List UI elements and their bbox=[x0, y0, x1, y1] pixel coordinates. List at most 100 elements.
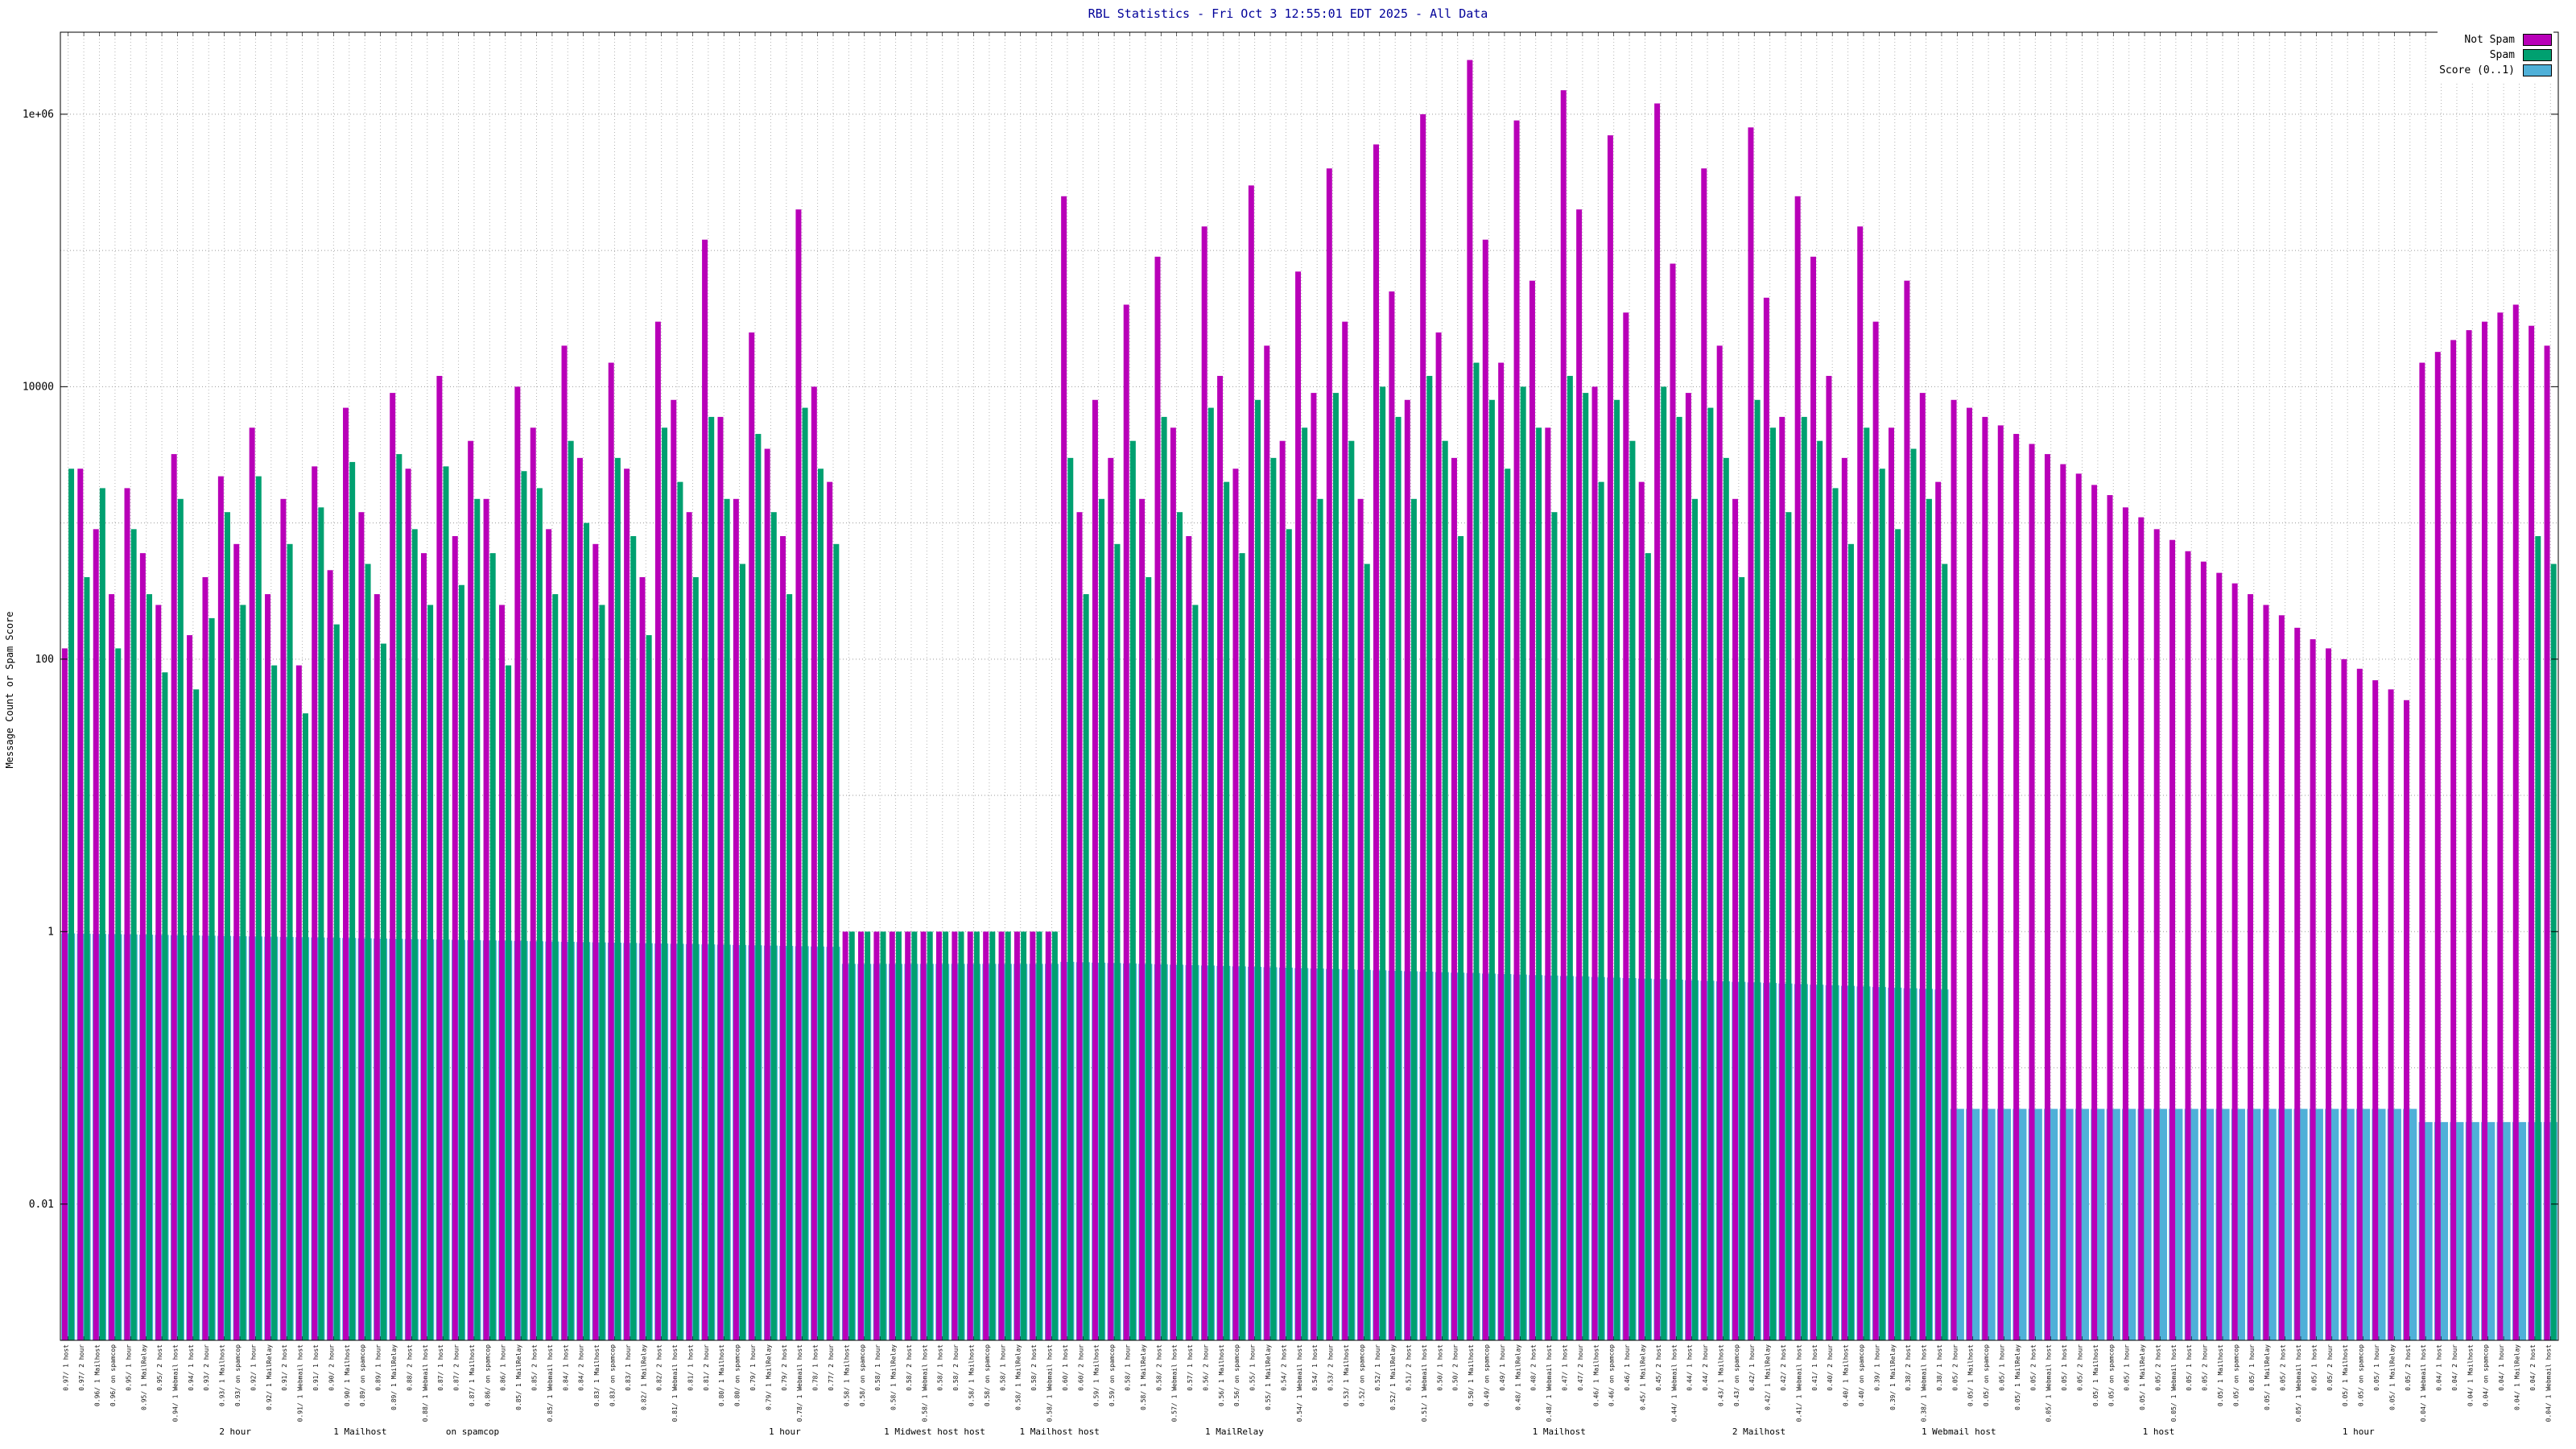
x-annotation: 1 host bbox=[2143, 1426, 2175, 1437]
x-tick-label: 0.79/ 1 MailRelay bbox=[765, 1344, 772, 1410]
bar-spam bbox=[927, 931, 933, 1340]
x-tick-label: 0.46/ 1 hour bbox=[1624, 1344, 1631, 1391]
bar-spam bbox=[1676, 416, 1682, 1340]
x-tick-label: 0.58/ 1 hour bbox=[999, 1344, 1006, 1391]
bar-spam bbox=[1583, 393, 1589, 1341]
x-tick-label: 0.81/ 2 hour bbox=[703, 1344, 710, 1391]
x-tick-label: 0.97/ 1 host bbox=[63, 1344, 70, 1391]
x-tick-label: 0.05/ 2 hour bbox=[2202, 1344, 2209, 1391]
bar-spam bbox=[614, 457, 621, 1340]
bar-not-spam bbox=[1248, 185, 1254, 1340]
bar-not-spam bbox=[1013, 931, 1020, 1340]
bar-spam bbox=[1536, 427, 1542, 1340]
bar-spam bbox=[333, 624, 340, 1340]
bar-spam bbox=[865, 931, 871, 1340]
bar-spam bbox=[1224, 481, 1230, 1340]
x-tick-label: 0.43/ on spamcop bbox=[1733, 1344, 1740, 1406]
bar-not-spam bbox=[2404, 700, 2409, 1340]
bar-spam bbox=[474, 498, 481, 1340]
x-tick-label: 0.89/ 1 MailRelay bbox=[390, 1344, 398, 1410]
x-tick-label: 0.91/ 1 host bbox=[312, 1344, 320, 1391]
x-tick-label: 0.91/ 2 host bbox=[281, 1344, 288, 1391]
x-tick-labels: 0.97/ 1 host 0.97/ 2 hour 0.96/ 1 Mailhost… bbox=[63, 1344, 2553, 1422]
bar-not-spam bbox=[1748, 127, 1754, 1340]
x-tick-label: 0.87/ 1 Mailhost bbox=[469, 1344, 476, 1406]
x-tick-label: 0.58/ 1 MailRelay bbox=[890, 1344, 898, 1410]
bar-not-spam bbox=[1685, 393, 1691, 1341]
bar-spam bbox=[1942, 564, 1948, 1340]
bar-not-spam bbox=[795, 209, 802, 1341]
x-tick-label: 0.52/ on spamcop bbox=[1358, 1344, 1365, 1406]
x-tick-label: 0.59/ on spamcop bbox=[1108, 1344, 1116, 1406]
bar-spam bbox=[599, 605, 605, 1340]
bar-spam bbox=[1302, 427, 1308, 1340]
bar-not-spam bbox=[124, 488, 130, 1340]
bar-not-spam bbox=[1716, 345, 1723, 1340]
bar-not-spam bbox=[1061, 196, 1067, 1340]
bar-not-spam bbox=[1045, 931, 1051, 1340]
bar-not-spam bbox=[405, 469, 411, 1340]
x-tick-label: 0.05/ 1 MailRelay bbox=[2264, 1344, 2271, 1410]
bar-spam bbox=[973, 931, 980, 1340]
x-tick-label: 0.05/ 2 host bbox=[2155, 1344, 2162, 1391]
x-tick-label: 0.85/ 2 host bbox=[531, 1344, 539, 1391]
x-tick-label: 0.05/ 2 host bbox=[2280, 1344, 2287, 1391]
bar-not-spam bbox=[1357, 498, 1364, 1340]
bar-not-spam bbox=[2169, 539, 2176, 1340]
x-tick-label: 0.58/ 1 host bbox=[937, 1344, 944, 1391]
x-tick-label: 0.94/ 1 Webmail host bbox=[172, 1344, 180, 1422]
legend-label-score: Score (0..1) bbox=[2439, 64, 2515, 76]
y-tick-label: 1 bbox=[47, 926, 54, 938]
bar-spam bbox=[1785, 512, 1792, 1341]
x-tick-label: 0.78/ 1 Webmail host bbox=[796, 1344, 803, 1422]
x-tick-label: 0.97/ 2 hour bbox=[78, 1344, 85, 1391]
bar-not-spam bbox=[671, 399, 677, 1340]
x-tick-label: 0.56/ on spamcop bbox=[1233, 1344, 1241, 1406]
bar-not-spam bbox=[343, 407, 349, 1340]
x-tick-label: 0.04/ 1 MailRelay bbox=[2514, 1344, 2521, 1410]
bar-not-spam bbox=[2185, 551, 2191, 1340]
bar-spam bbox=[115, 648, 122, 1340]
bar-spam bbox=[1754, 399, 1761, 1340]
x-tick-label: 0.95/ 2 host bbox=[156, 1344, 163, 1391]
bar-spam bbox=[271, 665, 278, 1340]
bar-spam bbox=[1208, 407, 1214, 1340]
bar-spam bbox=[1473, 362, 1480, 1340]
bar-not-spam bbox=[1311, 393, 1317, 1341]
bar-not-spam bbox=[1857, 226, 1864, 1340]
bar-not-spam bbox=[1482, 239, 1488, 1341]
bar-spam bbox=[724, 498, 730, 1340]
bar-not-spam bbox=[61, 648, 68, 1340]
x-tick-label: 0.47/ 2 hour bbox=[1577, 1344, 1584, 1391]
x-tick-label: 0.05/ 1 hour bbox=[2373, 1344, 2380, 1391]
bar-spam bbox=[536, 488, 543, 1340]
x-tick-label: 0.39/ 1 hour bbox=[1873, 1344, 1880, 1391]
bar-not-spam bbox=[390, 393, 396, 1341]
x-tick-label: 0.96/ 1 Mailhost bbox=[94, 1344, 101, 1406]
bar-not-spam bbox=[1529, 280, 1535, 1340]
bar-not-spam bbox=[1154, 256, 1161, 1340]
x-tick-label: 0.55/ 1 MailRelay bbox=[1265, 1344, 1272, 1410]
bar-spam bbox=[958, 931, 964, 1340]
bar-spam bbox=[1707, 407, 1714, 1340]
x-annotation: 1 Mailhost host bbox=[1020, 1426, 1100, 1437]
bar-spam bbox=[740, 564, 745, 1340]
bar-not-spam bbox=[2231, 583, 2238, 1340]
bar-not-spam bbox=[249, 427, 255, 1340]
x-tick-label: 0.04/ 1 Webmail host bbox=[2420, 1344, 2427, 1422]
bar-not-spam bbox=[452, 535, 458, 1340]
x-tick-label: 0.38/ 1 host bbox=[1936, 1344, 1943, 1391]
bar-spam bbox=[162, 672, 168, 1340]
x-tick-label: 0.57/ 1 Webmail host bbox=[1171, 1344, 1179, 1422]
bar-not-spam bbox=[217, 476, 224, 1340]
bar-not-spam bbox=[1591, 386, 1598, 1340]
bar-spam bbox=[677, 481, 683, 1340]
x-tick-label: 0.88/ 1 Webmail host bbox=[422, 1344, 429, 1422]
x-tick-label: 0.04/ 2 hour bbox=[2451, 1344, 2458, 1391]
x-tick-label: 0.05/ 1 Webmail host bbox=[2170, 1344, 2178, 1422]
x-annotation: on spamcop bbox=[446, 1426, 499, 1437]
bar-not-spam bbox=[733, 498, 739, 1340]
x-tick-label: 0.58/ 1 Webmail host bbox=[1046, 1344, 1054, 1422]
bar-spam bbox=[1551, 512, 1558, 1341]
x-tick-label: 0.04/ on spamcop bbox=[2483, 1344, 2490, 1406]
